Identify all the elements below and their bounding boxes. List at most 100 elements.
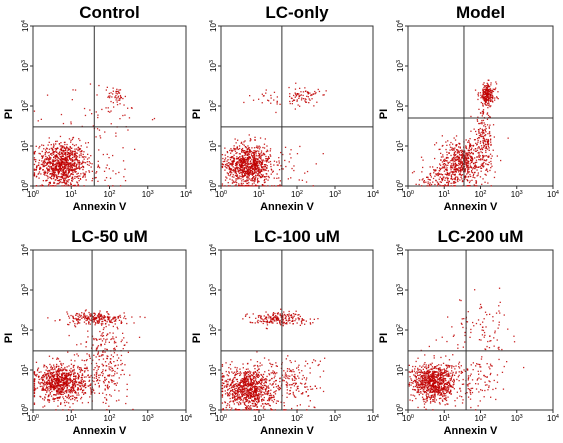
event-dot bbox=[230, 148, 232, 150]
event-dot bbox=[53, 176, 55, 178]
event-dot bbox=[447, 184, 449, 186]
event-dot bbox=[228, 168, 230, 170]
event-dot bbox=[64, 152, 66, 154]
event-dot bbox=[63, 181, 65, 183]
event-dot bbox=[102, 373, 104, 375]
event-dot bbox=[67, 379, 69, 382]
event-dot bbox=[493, 136, 495, 138]
event-dot bbox=[291, 167, 293, 170]
event-dot bbox=[50, 388, 52, 390]
event-dot bbox=[464, 154, 467, 156]
event-dot bbox=[49, 392, 51, 394]
event-dot bbox=[459, 164, 461, 166]
event-dot bbox=[293, 169, 295, 172]
event-dot bbox=[240, 386, 242, 388]
event-dot bbox=[115, 318, 117, 320]
y-tick-label: 102 bbox=[209, 100, 218, 112]
event-dot bbox=[249, 172, 251, 174]
event-dot bbox=[74, 325, 76, 327]
event-dot bbox=[109, 361, 111, 363]
event-dot bbox=[457, 168, 459, 170]
event-dot bbox=[46, 390, 48, 392]
event-dot bbox=[115, 400, 118, 402]
event-dot bbox=[48, 355, 51, 357]
event-dot bbox=[90, 166, 92, 168]
event-dot bbox=[442, 167, 445, 169]
event-dot bbox=[487, 182, 489, 184]
event-dot bbox=[258, 98, 260, 100]
event-dot bbox=[51, 382, 53, 384]
event-dot bbox=[70, 363, 73, 365]
event-dot bbox=[55, 167, 57, 170]
event-dot bbox=[114, 349, 116, 351]
event-dot bbox=[62, 172, 64, 174]
event-dot bbox=[110, 321, 112, 323]
event-dot bbox=[44, 153, 46, 156]
event-dot bbox=[252, 385, 254, 387]
event-dot bbox=[240, 175, 242, 178]
event-dot bbox=[97, 351, 100, 353]
x-tick-label: 100 bbox=[402, 190, 414, 199]
event-dot bbox=[438, 178, 440, 180]
event-dot bbox=[247, 371, 249, 373]
event-dot bbox=[421, 179, 423, 181]
event-dot bbox=[455, 144, 457, 147]
event-dot bbox=[60, 168, 62, 170]
event-dot bbox=[44, 162, 47, 164]
event-dot bbox=[95, 349, 97, 351]
event-dot bbox=[427, 181, 429, 183]
event-dot bbox=[60, 160, 62, 162]
event-dot bbox=[100, 323, 102, 325]
event-dot bbox=[489, 98, 491, 100]
event-dot bbox=[96, 171, 98, 173]
event-dot bbox=[251, 158, 253, 161]
event-dot bbox=[69, 150, 72, 152]
event-dot bbox=[221, 185, 224, 187]
event-dot bbox=[120, 320, 122, 322]
event-dot bbox=[60, 386, 62, 389]
event-dot bbox=[72, 366, 75, 368]
event-dot bbox=[486, 104, 488, 106]
event-dot bbox=[314, 93, 316, 95]
event-dot bbox=[68, 148, 70, 150]
event-dot bbox=[58, 158, 60, 160]
event-dot bbox=[87, 153, 89, 155]
event-dot bbox=[470, 167, 473, 169]
event-dot bbox=[54, 368, 56, 370]
event-dot bbox=[250, 359, 252, 361]
event-dot bbox=[52, 160, 54, 163]
event-dot bbox=[64, 167, 67, 169]
event-dot bbox=[58, 154, 60, 156]
event-dot bbox=[44, 372, 46, 374]
event-dot bbox=[95, 347, 98, 349]
event-dot bbox=[61, 151, 63, 154]
event-dot bbox=[47, 379, 49, 382]
event-dot bbox=[75, 153, 77, 155]
event-dot bbox=[483, 88, 485, 91]
event-dot bbox=[110, 123, 112, 125]
event-dot bbox=[495, 81, 497, 83]
event-dot bbox=[471, 159, 473, 162]
event-dot bbox=[63, 153, 65, 155]
event-dot bbox=[439, 167, 441, 169]
event-dot bbox=[446, 185, 448, 187]
event-dot bbox=[115, 364, 117, 367]
event-dot bbox=[35, 159, 37, 161]
event-dot bbox=[486, 89, 489, 91]
event-dot bbox=[65, 175, 67, 177]
event-dot bbox=[472, 172, 474, 174]
event-dot bbox=[65, 383, 68, 385]
event-dot bbox=[256, 165, 258, 167]
event-dot bbox=[478, 122, 480, 125]
event-dot bbox=[52, 163, 54, 165]
event-dot bbox=[79, 385, 81, 387]
event-dot bbox=[54, 151, 56, 153]
event-dot bbox=[462, 164, 464, 166]
event-dot bbox=[50, 376, 52, 378]
event-dot bbox=[485, 174, 487, 176]
event-dot bbox=[457, 149, 459, 151]
event-dot bbox=[256, 145, 258, 147]
event-dot bbox=[118, 377, 120, 379]
event-dot bbox=[97, 366, 100, 368]
event-dot bbox=[298, 95, 301, 98]
